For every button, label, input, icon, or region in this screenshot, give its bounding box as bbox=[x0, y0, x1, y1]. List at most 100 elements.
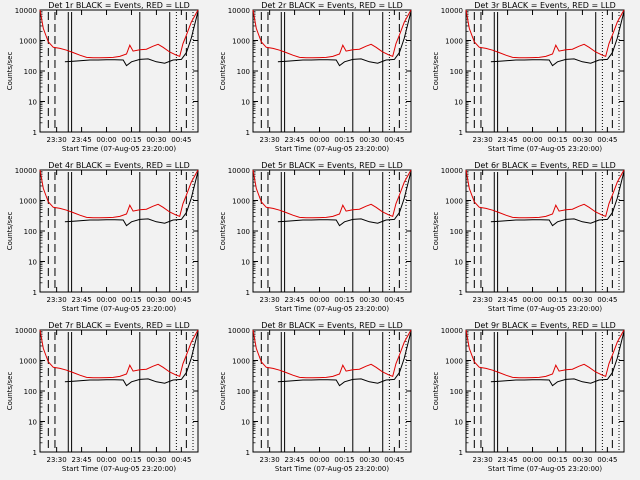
y-axis-label: Counts/sec bbox=[432, 372, 440, 411]
y-tick-label: 10000 bbox=[441, 327, 463, 335]
y-tick-label: 1000 bbox=[19, 198, 37, 206]
y-tick-label: 10 bbox=[454, 259, 463, 267]
x-tick-label: 00:45 bbox=[171, 136, 191, 144]
x-tick-label: 23:30 bbox=[260, 456, 280, 464]
y-tick-label: 10 bbox=[28, 99, 37, 107]
y-axis-label: Counts/sec bbox=[6, 52, 14, 91]
x-tick-label: 00:00 bbox=[522, 456, 542, 464]
lld-series-line bbox=[465, 169, 625, 219]
y-tick-label: 1000 bbox=[19, 358, 37, 366]
detector-panel: Det 7r BLACK = Events, RED = LLD 1 10 100 10… bbox=[6, 321, 199, 473]
x-tick-label: 23:30 bbox=[47, 296, 67, 304]
x-tick-label: 23:45 bbox=[284, 456, 304, 464]
panel-title: Det 1r BLACK = Events, RED = LLD bbox=[48, 1, 190, 10]
y-tick-label: 1 bbox=[33, 449, 37, 457]
events-series-line bbox=[490, 331, 625, 387]
x-axis-label: Start Time (07-Aug-05 23:20:00) bbox=[488, 465, 602, 473]
detector-panel: Det 4r BLACK = Events, RED = LLD 1 10 100 10… bbox=[6, 161, 199, 313]
plot-frame bbox=[252, 169, 412, 293]
events-series-line bbox=[490, 171, 625, 227]
x-tick-label: 00:45 bbox=[171, 456, 191, 464]
x-tick-label: 23:45 bbox=[497, 456, 517, 464]
x-tick-label: 00:15 bbox=[334, 296, 354, 304]
x-tick-label: 00:45 bbox=[384, 296, 404, 304]
y-tick-label: 10000 bbox=[15, 167, 37, 175]
plot-frame bbox=[465, 329, 625, 453]
lld-series-line bbox=[252, 329, 412, 379]
panel-title: Det 2r BLACK = Events, RED = LLD bbox=[261, 1, 403, 10]
lld-series-line bbox=[252, 169, 412, 219]
x-axis-label: Start Time (07-Aug-05 23:20:00) bbox=[488, 145, 602, 153]
x-tick-label: 00:15 bbox=[121, 456, 141, 464]
x-tick-label: 23:45 bbox=[71, 296, 91, 304]
y-tick-label: 100 bbox=[24, 388, 37, 396]
panel-title: Det 9r BLACK = Events, RED = LLD bbox=[474, 321, 616, 330]
x-tick-label: 00:45 bbox=[171, 296, 191, 304]
plot-frame bbox=[39, 169, 199, 293]
y-axis-label: Counts/sec bbox=[432, 52, 440, 91]
x-tick-label: 00:00 bbox=[522, 296, 542, 304]
x-tick-label: 00:30 bbox=[146, 456, 166, 464]
plot-frame bbox=[39, 329, 199, 453]
detector-panel: Det 9r BLACK = Events, RED = LLD 1 10 100 10… bbox=[432, 321, 625, 473]
x-tick-label: 23:45 bbox=[71, 136, 91, 144]
y-tick-label: 1000 bbox=[232, 38, 250, 46]
events-series-line bbox=[64, 171, 199, 227]
y-tick-label: 10 bbox=[28, 259, 37, 267]
y-tick-label: 1 bbox=[33, 289, 37, 297]
x-tick-label: 23:30 bbox=[47, 456, 67, 464]
y-tick-label: 10 bbox=[241, 259, 250, 267]
x-tick-label: 00:30 bbox=[146, 136, 166, 144]
x-tick-label: 00:30 bbox=[359, 296, 379, 304]
panel-title: Det 5r BLACK = Events, RED = LLD bbox=[261, 161, 403, 170]
y-tick-label: 1 bbox=[33, 129, 37, 137]
y-tick-label: 10000 bbox=[15, 7, 37, 15]
x-tick-label: 23:30 bbox=[473, 136, 493, 144]
plot-frame bbox=[252, 329, 412, 453]
x-tick-label: 00:00 bbox=[522, 136, 542, 144]
x-tick-label: 00:15 bbox=[121, 296, 141, 304]
x-tick-label: 00:00 bbox=[309, 136, 329, 144]
events-series-line bbox=[490, 11, 625, 67]
panel-title: Det 4r BLACK = Events, RED = LLD bbox=[48, 161, 190, 170]
y-tick-label: 100 bbox=[450, 388, 463, 396]
y-axis-label: Counts/sec bbox=[432, 212, 440, 251]
x-tick-label: 00:30 bbox=[572, 136, 592, 144]
detector-panel: Det 8r BLACK = Events, RED = LLD 1 10 100 10… bbox=[219, 321, 412, 473]
panel-title: Det 8r BLACK = Events, RED = LLD bbox=[261, 321, 403, 330]
x-tick-label: 00:15 bbox=[547, 296, 567, 304]
x-axis-label: Start Time (07-Aug-05 23:20:00) bbox=[275, 305, 389, 313]
y-tick-label: 100 bbox=[237, 388, 250, 396]
x-tick-label: 00:45 bbox=[384, 136, 404, 144]
y-tick-label: 10 bbox=[241, 419, 250, 427]
lld-series-line bbox=[39, 9, 199, 59]
x-tick-label: 00:30 bbox=[359, 136, 379, 144]
events-series-line bbox=[64, 331, 199, 387]
y-tick-label: 1 bbox=[459, 449, 463, 457]
y-tick-label: 1 bbox=[246, 449, 250, 457]
y-tick-label: 1 bbox=[246, 129, 250, 137]
y-tick-label: 100 bbox=[237, 228, 250, 236]
y-tick-label: 100 bbox=[24, 68, 37, 76]
x-tick-label: 00:30 bbox=[572, 296, 592, 304]
detector-panel: Det 6r BLACK = Events, RED = LLD 1 10 100 10… bbox=[432, 161, 625, 313]
x-tick-label: 23:45 bbox=[71, 456, 91, 464]
y-tick-label: 10000 bbox=[228, 7, 250, 15]
y-tick-label: 1 bbox=[459, 289, 463, 297]
y-axis-label: Counts/sec bbox=[6, 372, 14, 411]
y-tick-label: 10000 bbox=[441, 7, 463, 15]
lld-series-line bbox=[465, 9, 625, 59]
x-axis-label: Start Time (07-Aug-05 23:20:00) bbox=[62, 465, 176, 473]
x-tick-label: 00:45 bbox=[384, 456, 404, 464]
y-tick-label: 1000 bbox=[232, 358, 250, 366]
y-tick-label: 1000 bbox=[445, 38, 463, 46]
y-tick-label: 10 bbox=[454, 99, 463, 107]
x-tick-label: 23:30 bbox=[473, 456, 493, 464]
events-series-line bbox=[64, 11, 199, 67]
detector-panel: Det 3r BLACK = Events, RED = LLD 1 10 100 10… bbox=[432, 1, 625, 153]
x-tick-label: 23:45 bbox=[284, 296, 304, 304]
y-tick-label: 1000 bbox=[19, 38, 37, 46]
y-tick-label: 1000 bbox=[445, 358, 463, 366]
x-tick-label: 00:45 bbox=[597, 456, 617, 464]
lld-series-line bbox=[39, 329, 199, 379]
